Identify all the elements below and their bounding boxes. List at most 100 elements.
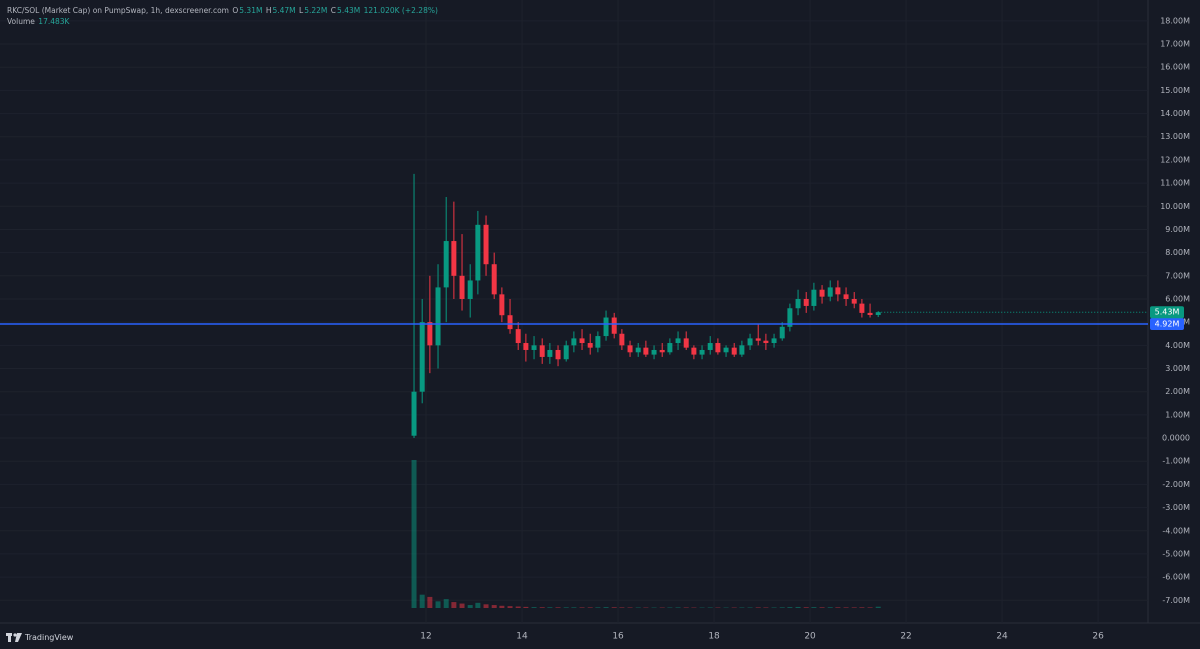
volume-bar <box>803 607 809 608</box>
y-tick-label: -6.00M <box>1162 573 1190 582</box>
y-tick-label: 17.00M <box>1160 40 1190 49</box>
candle-body <box>603 317 609 337</box>
l-label: L <box>299 6 304 15</box>
volume-bar <box>667 607 673 608</box>
candle-body <box>539 345 545 357</box>
volume-bar <box>859 607 865 608</box>
volume-bar <box>523 606 529 608</box>
volume-bar <box>795 606 801 608</box>
volume-value: 17.483K <box>38 17 70 26</box>
volume-bar <box>851 607 857 608</box>
y-tick-label: 11.00M <box>1160 179 1190 188</box>
candle-body <box>755 338 761 341</box>
volume-bar <box>563 607 569 608</box>
price-line-tag <box>1150 318 1184 331</box>
volume-bar <box>763 607 769 608</box>
last-price-label: 5.43M <box>1155 308 1180 317</box>
candle-body <box>715 343 721 353</box>
brand-name: TradingView <box>25 633 74 642</box>
candle-body <box>451 241 457 276</box>
y-tick-label: -2.00M <box>1162 480 1190 489</box>
volume-bar <box>611 607 617 608</box>
candle-body <box>723 347 729 353</box>
y-tick-label: 7.00M <box>1165 271 1190 280</box>
candle-body <box>835 287 841 295</box>
volume-bar <box>451 602 457 608</box>
change-value: 121.020K (+2.28%) <box>363 6 438 15</box>
h-label: H <box>265 6 272 15</box>
volume-bar <box>539 607 545 608</box>
volume-bar <box>475 602 481 608</box>
brand-logo <box>6 633 22 642</box>
y-tick-label: 4.00M <box>1165 341 1190 350</box>
candle-body <box>867 312 873 315</box>
candle-body <box>419 322 425 392</box>
candle-body <box>619 333 625 346</box>
y-tick-label: 18.00M <box>1160 16 1190 25</box>
volume-bar <box>819 607 825 608</box>
candle-body <box>859 303 865 313</box>
candle-body <box>499 294 505 316</box>
x-tick-label: 24 <box>996 632 1008 642</box>
o-label: O <box>232 6 239 15</box>
volume-bar <box>459 603 465 608</box>
volume-bar <box>411 460 417 608</box>
candle-body <box>571 338 577 346</box>
y-tick-label: 9.00M <box>1165 225 1190 234</box>
volume-bar <box>675 607 681 608</box>
x-tick-label: 20 <box>804 632 816 642</box>
x-tick-label: 26 <box>1092 632 1104 642</box>
volume-bar <box>531 607 537 608</box>
candle-body <box>627 345 633 353</box>
candle-body <box>731 347 737 355</box>
candle-body <box>483 224 489 265</box>
volume-bar <box>787 607 793 608</box>
volume-bar <box>707 607 713 608</box>
volume-row: Volume 17.483K <box>7 16 439 27</box>
volume-bar <box>755 607 761 608</box>
x-tick-label: 14 <box>516 632 528 642</box>
candle-body <box>587 343 593 348</box>
candle-body <box>779 326 785 339</box>
x-tick-label: 22 <box>900 632 911 642</box>
y-tick-label: 1.00M <box>1165 410 1190 419</box>
volume-bar <box>435 601 441 608</box>
candle-body <box>427 322 433 346</box>
candle-body <box>515 329 521 344</box>
candle-body <box>803 298 809 306</box>
y-tick-label: 2.00M <box>1165 387 1190 396</box>
candle-body <box>547 349 553 357</box>
y-tick-label: 16.00M <box>1160 63 1190 72</box>
candle-body <box>827 287 833 297</box>
y-tick-label: 3.00M <box>1165 364 1190 373</box>
high-value: 5.47M <box>272 6 296 15</box>
volume-bar <box>491 605 497 608</box>
candle-body <box>579 338 585 344</box>
y-tick-label: 12.00M <box>1160 155 1190 164</box>
volume-bar <box>811 607 817 608</box>
candle-body <box>675 338 681 344</box>
volume-bar <box>683 607 689 608</box>
volume-bar <box>467 605 473 608</box>
c-label: C <box>330 6 337 15</box>
candle-body <box>699 349 705 355</box>
price-line-label: 4.92M <box>1155 320 1180 329</box>
y-tick-label: 10.00M <box>1160 202 1190 211</box>
candle-body <box>851 298 857 304</box>
volume-bar <box>603 607 609 608</box>
volume-bar <box>747 607 753 608</box>
candle-body <box>659 349 665 353</box>
volume-bar <box>419 594 425 608</box>
low-value: 5.22M <box>304 6 328 15</box>
candle-body <box>811 289 817 306</box>
volume-bar <box>579 607 585 608</box>
candle-body <box>611 317 617 334</box>
x-tick-label: 16 <box>612 632 624 642</box>
candle-body <box>691 347 697 355</box>
volume-bar <box>555 607 561 608</box>
candle-body <box>651 349 657 355</box>
x-tick-label: 18 <box>708 632 720 642</box>
volume-bar <box>507 606 513 608</box>
volume-bar <box>515 606 521 608</box>
